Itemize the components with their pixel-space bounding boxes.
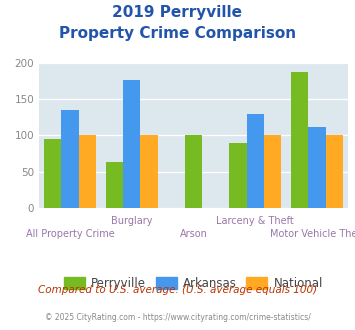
Bar [106, 162, 123, 208]
Bar [61, 110, 78, 208]
Legend: Perryville, Arkansas, National: Perryville, Arkansas, National [59, 272, 328, 294]
Text: Arson: Arson [180, 229, 207, 239]
Bar [326, 135, 343, 208]
Text: All Property Crime: All Property Crime [26, 229, 114, 239]
Bar [308, 127, 326, 208]
Text: Burglary: Burglary [111, 216, 152, 226]
Bar [291, 72, 308, 208]
Bar [264, 135, 281, 208]
Text: Motor Vehicle Theft: Motor Vehicle Theft [270, 229, 355, 239]
Bar [123, 80, 140, 208]
Bar [78, 135, 96, 208]
Text: 2019 Perryville: 2019 Perryville [113, 5, 242, 20]
Bar [44, 139, 61, 208]
Bar [229, 143, 247, 208]
Text: © 2025 CityRating.com - https://www.cityrating.com/crime-statistics/: © 2025 CityRating.com - https://www.city… [45, 314, 310, 322]
Bar [185, 135, 202, 208]
Text: Compared to U.S. average. (U.S. average equals 100): Compared to U.S. average. (U.S. average … [38, 285, 317, 295]
Bar [140, 135, 158, 208]
Text: Property Crime Comparison: Property Crime Comparison [59, 26, 296, 41]
Text: Larceny & Theft: Larceny & Theft [216, 216, 294, 226]
Bar [247, 114, 264, 208]
